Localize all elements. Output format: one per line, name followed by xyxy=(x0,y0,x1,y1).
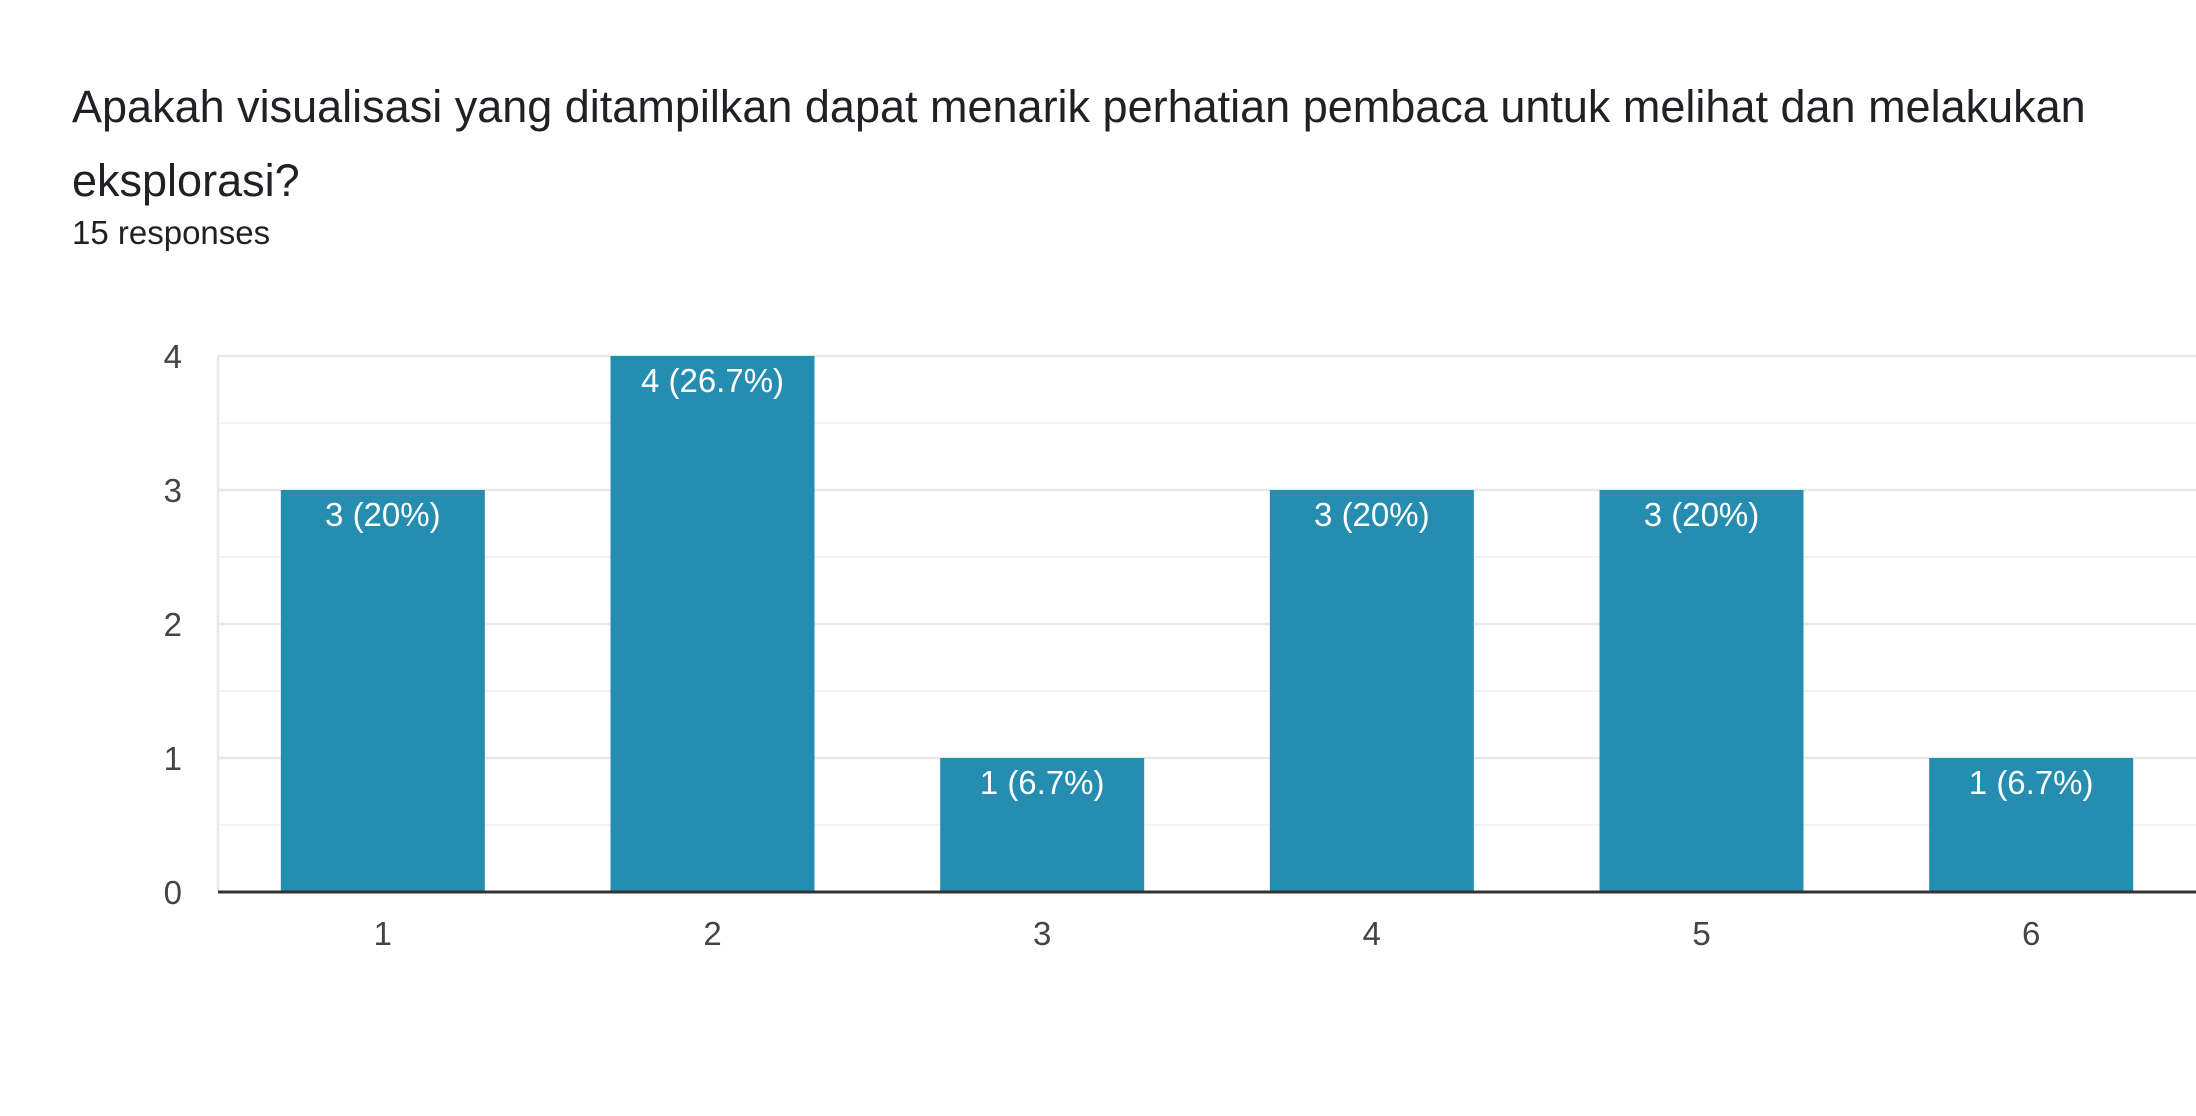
x-tick-label: 2 xyxy=(703,915,721,952)
y-tick-label: 2 xyxy=(164,606,182,643)
bar xyxy=(611,356,815,892)
data-label: 3 (20%) xyxy=(1314,496,1430,533)
y-tick-label: 4 xyxy=(164,338,182,375)
bar xyxy=(1270,490,1474,892)
x-tick-label: 6 xyxy=(2022,915,2040,952)
x-tick-label: 4 xyxy=(1363,915,1381,952)
data-label: 3 (20%) xyxy=(325,496,441,533)
data-label: 1 (6.7%) xyxy=(1969,764,2094,801)
data-label: 1 (6.7%) xyxy=(980,764,1105,801)
x-tick-label: 1 xyxy=(374,915,392,952)
bar-chart: 0 1 2 3 4 3 (20%) 1 4 (26.7%) 2 1 (6.7%) 3 3 (20%) 4… xyxy=(0,300,2196,1000)
bar xyxy=(281,490,485,892)
data-label: 4 (26.7%) xyxy=(641,362,784,399)
data-label: 3 (20%) xyxy=(1644,496,1760,533)
response-count: 15 responses xyxy=(72,214,270,252)
bar xyxy=(1600,490,1804,892)
y-tick-label: 1 xyxy=(164,740,182,777)
y-tick-label: 0 xyxy=(164,874,182,911)
x-tick-label: 5 xyxy=(1692,915,1710,952)
y-tick-label: 3 xyxy=(164,472,182,509)
x-tick-label: 3 xyxy=(1033,915,1051,952)
question-title: Apakah visualisasi yang ditampilkan dapa… xyxy=(72,70,2132,218)
